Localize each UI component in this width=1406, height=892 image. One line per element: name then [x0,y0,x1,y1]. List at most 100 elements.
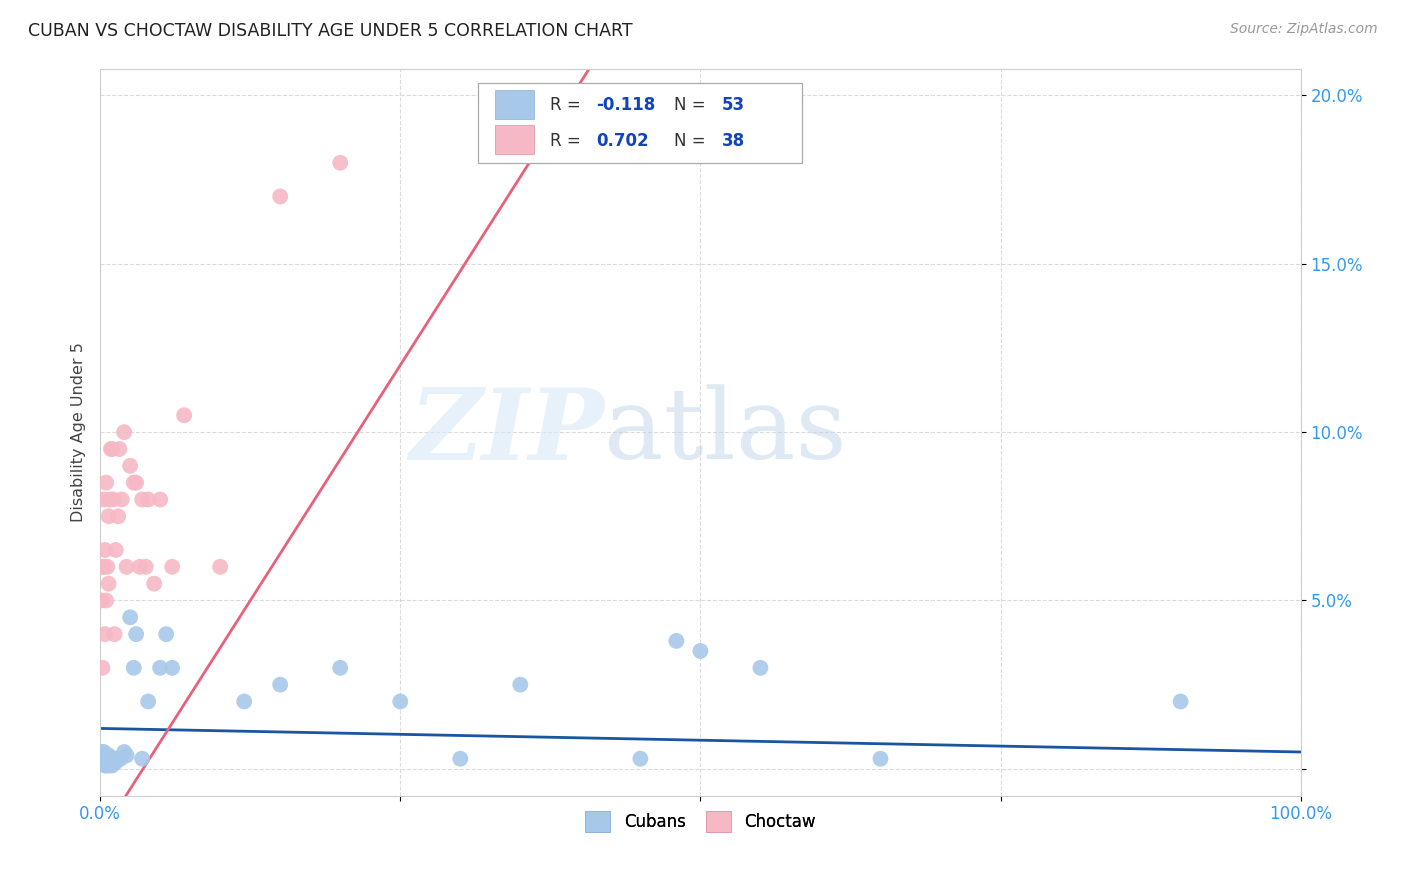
Point [94,748,117,763]
Point [100,442,122,456]
Point [101,442,124,456]
Point [94,475,117,490]
Point [94,543,117,558]
Point [628,752,651,766]
FancyBboxPatch shape [495,125,533,154]
Point [449,752,471,766]
Legend: Cubans, Choctaw: Cubans, Choctaw [579,805,823,838]
Point [107,509,129,524]
Point [91,559,114,574]
Point [125,627,148,641]
Point [125,475,148,490]
Point [389,694,412,708]
Point [98,752,121,766]
Point [94,752,117,766]
Point [149,661,172,675]
Text: R =: R = [550,132,586,150]
Point [94,627,117,641]
Point [689,644,711,658]
Point [269,189,291,203]
Point [122,661,145,675]
Point [111,492,134,507]
Point [90,745,112,759]
Point [135,559,157,574]
Point [143,576,166,591]
Point [97,509,120,524]
Point [93,745,115,759]
Point [131,752,153,766]
Point [173,409,195,423]
Text: ZIP: ZIP [409,384,605,481]
Point [101,752,124,766]
Point [233,694,256,708]
Point [94,752,117,766]
Point [160,661,183,675]
Text: 38: 38 [723,132,745,150]
Point [94,758,117,772]
Point [91,752,114,766]
Point [93,752,115,766]
Point [93,559,115,574]
Point [104,543,127,558]
Point [110,752,132,766]
Point [98,758,121,772]
Point [104,755,127,769]
Point [108,442,131,456]
Point [112,425,135,439]
Point [96,748,118,763]
Point [749,661,772,675]
Point [103,627,125,641]
Text: 53: 53 [723,95,745,114]
Text: -0.118: -0.118 [596,95,655,114]
FancyBboxPatch shape [478,83,803,163]
Text: Source: ZipAtlas.com: Source: ZipAtlas.com [1230,22,1378,37]
Point [91,748,114,763]
Point [160,559,183,574]
Point [94,748,117,763]
Point [120,610,142,624]
Point [94,755,117,769]
Point [1170,694,1192,708]
Text: R =: R = [550,95,586,114]
Point [136,694,159,708]
Point [329,661,352,675]
Point [115,559,138,574]
Point [90,748,112,763]
FancyBboxPatch shape [495,90,533,120]
Point [94,593,117,607]
Point [90,593,112,607]
Point [97,576,120,591]
Point [115,748,138,763]
Point [269,678,291,692]
Point [101,758,124,772]
Point [100,752,122,766]
Point [103,752,125,766]
Point [869,752,891,766]
Text: N =: N = [673,132,711,150]
Point [136,492,159,507]
Point [546,139,568,153]
Point [122,475,145,490]
Point [665,633,688,648]
Point [209,559,232,574]
Point [120,458,142,473]
Point [97,755,120,769]
Point [509,678,531,692]
Point [96,758,118,772]
Point [103,492,125,507]
Point [131,492,153,507]
Point [329,156,352,170]
Point [128,559,150,574]
Point [96,752,118,766]
Point [91,661,114,675]
Point [98,492,121,507]
Text: 0.702: 0.702 [596,132,648,150]
Point [103,755,125,769]
Point [149,492,172,507]
Y-axis label: Disability Age Under 5: Disability Age Under 5 [72,343,86,522]
Point [155,627,177,641]
Point [107,752,129,766]
Text: atlas: atlas [605,384,846,480]
Point [94,758,117,772]
Point [96,559,118,574]
